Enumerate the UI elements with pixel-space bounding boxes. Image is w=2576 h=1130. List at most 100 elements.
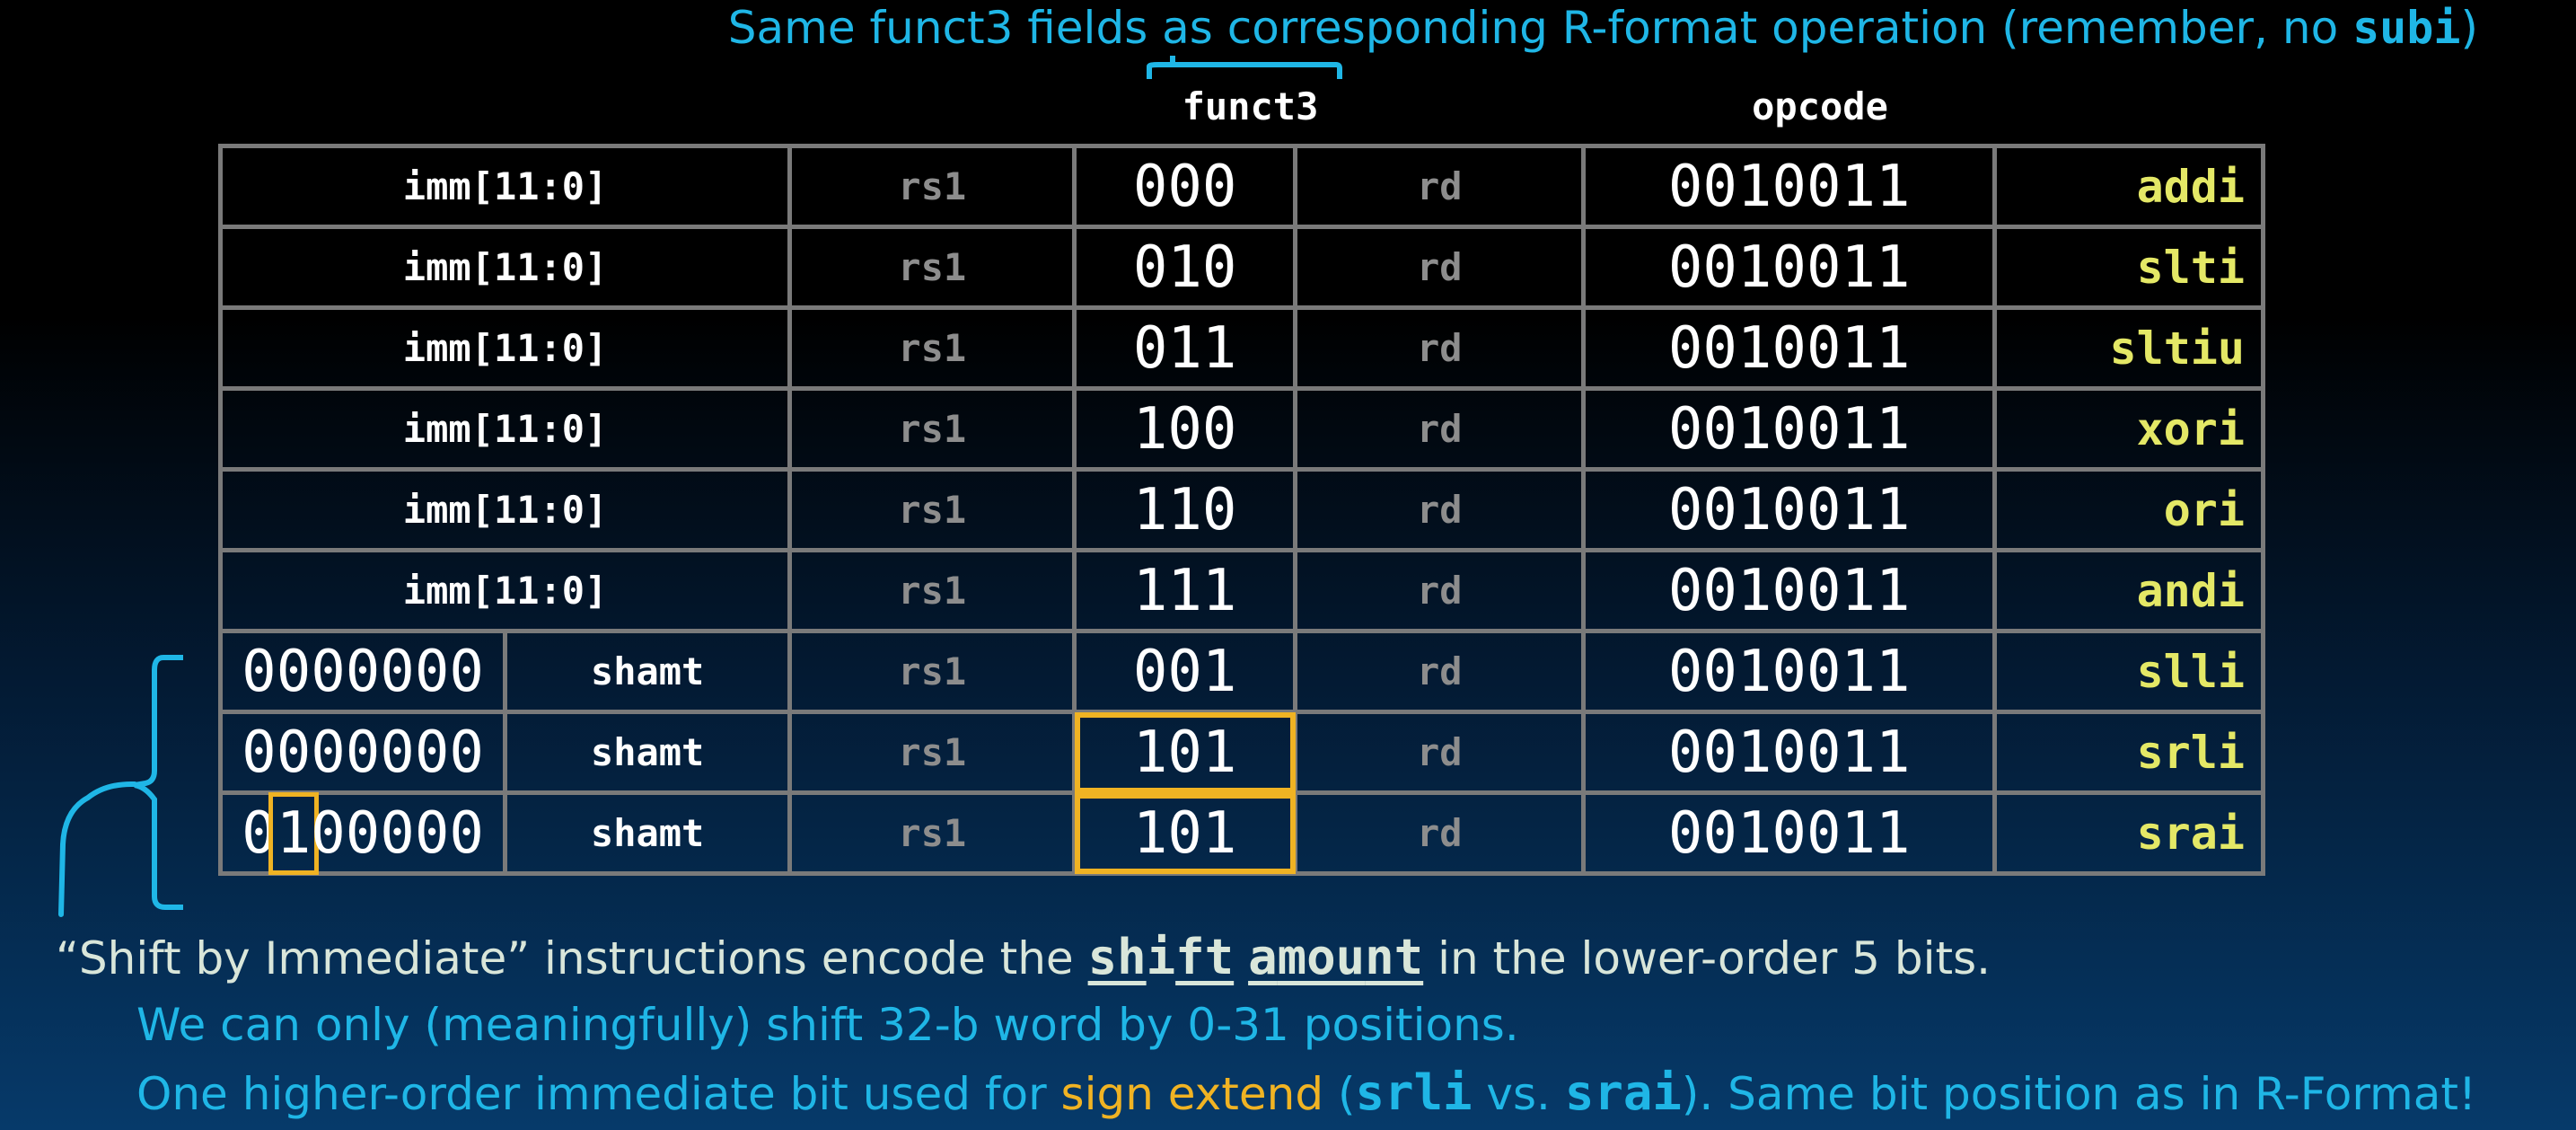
note3-sign-extend: sign extend bbox=[1060, 1068, 1324, 1120]
mnemonic-cell: xori bbox=[1991, 386, 2266, 472]
shift-rows-brace bbox=[134, 655, 183, 910]
funct3-cell: 010 bbox=[1072, 225, 1298, 310]
rd-cell: rd bbox=[1293, 305, 1587, 391]
table-row: imm[11:0] rs1 011 rd 0010011 sltiu bbox=[217, 305, 2266, 391]
upper-imm-cell: 0100000 bbox=[217, 790, 508, 876]
encoding-table: imm[11:0] rs1 000 rd 0010011 addi imm[11… bbox=[217, 144, 2266, 876]
top-annotation-suffix: ) bbox=[2460, 2, 2478, 54]
note1-amount-part-c: nt bbox=[1365, 929, 1424, 985]
rs1-cell: rs1 bbox=[787, 305, 1077, 391]
imm-cell: imm[11:0] bbox=[217, 386, 793, 472]
rd-cell: rd bbox=[1293, 467, 1587, 552]
funct3-cell: 011 bbox=[1072, 305, 1298, 391]
rd-cell: rd bbox=[1293, 710, 1587, 795]
funct3-cell: 110 bbox=[1072, 467, 1298, 552]
rs1-cell: rs1 bbox=[787, 386, 1077, 472]
imm-cell: imm[11:0] bbox=[217, 225, 793, 310]
opcode-cell: 0010011 bbox=[1581, 225, 1997, 310]
rd-cell: rd bbox=[1293, 225, 1587, 310]
funct3-bracket bbox=[1147, 62, 1342, 79]
rs1-cell: rs1 bbox=[787, 225, 1077, 310]
mnemonic-cell: sltiu bbox=[1991, 305, 2266, 391]
upper-imm-cell: 0000000 bbox=[217, 710, 508, 795]
rs1-cell: rs1 bbox=[787, 144, 1077, 229]
upper-imm-bit-31: 0 bbox=[242, 799, 277, 867]
rd-cell: rd bbox=[1293, 386, 1587, 472]
top-annotation-code: subi bbox=[2352, 2, 2461, 54]
note1-prefix: “Shift by Immediate” instructions encode… bbox=[56, 932, 1088, 984]
table-row: imm[11:0] rs1 110 rd 0010011 ori bbox=[217, 467, 2266, 552]
note3-prefix: One higher-order immediate bit used for bbox=[136, 1068, 1061, 1120]
note1-suffix: in the lower-order 5 bits. bbox=[1423, 932, 1991, 984]
table-row: 0000000 shamt rs1 101 rd 0010011 srli bbox=[217, 710, 2266, 795]
opcode-header: opcode bbox=[1752, 84, 1888, 128]
imm-cell: imm[11:0] bbox=[217, 548, 793, 633]
opcode-cell: 0010011 bbox=[1581, 386, 1997, 472]
funct3-cell: 111 bbox=[1072, 548, 1298, 633]
table-row: imm[11:0] rs1 100 rd 0010011 xori bbox=[217, 386, 2266, 472]
imm-cell: imm[11:0] bbox=[217, 144, 793, 229]
opcode-cell: 0010011 bbox=[1581, 548, 1997, 633]
note-shift-immediate: “Shift by Immediate” instructions encode… bbox=[56, 928, 1991, 988]
table-row: imm[11:0] rs1 010 rd 0010011 slti bbox=[217, 225, 2266, 310]
upper-imm-bit-30-highlighted: 1 bbox=[268, 791, 320, 875]
note1-word-shift: shift bbox=[1088, 929, 1235, 985]
shamt-cell: shamt bbox=[503, 790, 793, 876]
note3-suffix: ). Same bit position as in R-Format! bbox=[1681, 1068, 2477, 1120]
rs1-cell: rs1 bbox=[787, 629, 1077, 714]
note1-amount-part-b: mou bbox=[1277, 929, 1366, 985]
table-row: imm[11:0] rs1 000 rd 0010011 addi bbox=[217, 144, 2266, 229]
funct3-header: funct3 bbox=[1182, 84, 1319, 128]
note1-shift-part-c: ft bbox=[1175, 929, 1235, 985]
rs1-cell: rs1 bbox=[787, 790, 1077, 876]
funct3-cell-highlighted: 101 bbox=[1072, 790, 1298, 876]
imm-cell: imm[11:0] bbox=[217, 305, 793, 391]
funct3-cell: 100 bbox=[1072, 386, 1298, 472]
mnemonic-cell: srai bbox=[1991, 790, 2266, 876]
rs1-cell: rs1 bbox=[787, 467, 1077, 552]
opcode-cell: 0010011 bbox=[1581, 629, 1997, 714]
mnemonic-cell: srli bbox=[1991, 710, 2266, 795]
table-row: 0000000 shamt rs1 001 rd 0010011 slli bbox=[217, 629, 2266, 714]
funct3-cell: 000 bbox=[1072, 144, 1298, 229]
shamt-cell: shamt bbox=[503, 710, 793, 795]
mnemonic-cell: slli bbox=[1991, 629, 2266, 714]
rd-cell: rd bbox=[1293, 790, 1587, 876]
note1-shift-part-a: sh bbox=[1087, 929, 1147, 985]
rd-cell: rd bbox=[1293, 548, 1587, 633]
note1-word-amount: amount bbox=[1248, 929, 1423, 985]
shamt-cell: shamt bbox=[503, 629, 793, 714]
mnemonic-cell: slti bbox=[1991, 225, 2266, 310]
note1-shift-part-b: i bbox=[1146, 929, 1176, 985]
note-shift-range: We can only (meaningfully) shift 32-b wo… bbox=[136, 999, 1519, 1051]
mnemonic-cell: ori bbox=[1991, 467, 2266, 552]
upper-imm-bits-rest: 00000 bbox=[311, 799, 484, 867]
mnemonic-cell: addi bbox=[1991, 144, 2266, 229]
rs1-cell: rs1 bbox=[787, 548, 1077, 633]
rd-cell: rd bbox=[1293, 629, 1587, 714]
opcode-cell: 0010011 bbox=[1581, 790, 1997, 876]
rd-cell: rd bbox=[1293, 144, 1587, 229]
note1-amount-part-a: a bbox=[1248, 929, 1278, 985]
table-row: 0100000 shamt rs1 101 rd 0010011 srai bbox=[217, 790, 2266, 876]
opcode-cell: 0010011 bbox=[1581, 305, 1997, 391]
mnemonic-cell: andi bbox=[1991, 548, 2266, 633]
table-row: imm[11:0] rs1 111 rd 0010011 andi bbox=[217, 548, 2266, 633]
imm-cell: imm[11:0] bbox=[217, 467, 793, 552]
note3-code-srli: srli bbox=[1355, 1064, 1473, 1121]
note3-mid1: ( bbox=[1323, 1068, 1356, 1120]
opcode-cell: 0010011 bbox=[1581, 144, 1997, 229]
pen-stroke bbox=[58, 781, 137, 917]
opcode-cell: 0010011 bbox=[1581, 467, 1997, 552]
opcode-cell: 0010011 bbox=[1581, 710, 1997, 795]
rs1-cell: rs1 bbox=[787, 710, 1077, 795]
top-annotation-text: Same funct3 fields as corresponding R-fo… bbox=[727, 2, 2353, 54]
note3-code-srai: srai bbox=[1564, 1064, 1682, 1121]
top-annotation: Same funct3 fields as corresponding R-fo… bbox=[0, 0, 2478, 56]
upper-imm-cell: 0000000 bbox=[217, 629, 508, 714]
funct3-cell-highlighted: 101 bbox=[1072, 710, 1298, 795]
funct3-cell: 001 bbox=[1072, 629, 1298, 714]
note-sign-extend: One higher-order immediate bit used for … bbox=[136, 1064, 2476, 1124]
note3-mid2: vs. bbox=[1472, 1068, 1565, 1120]
